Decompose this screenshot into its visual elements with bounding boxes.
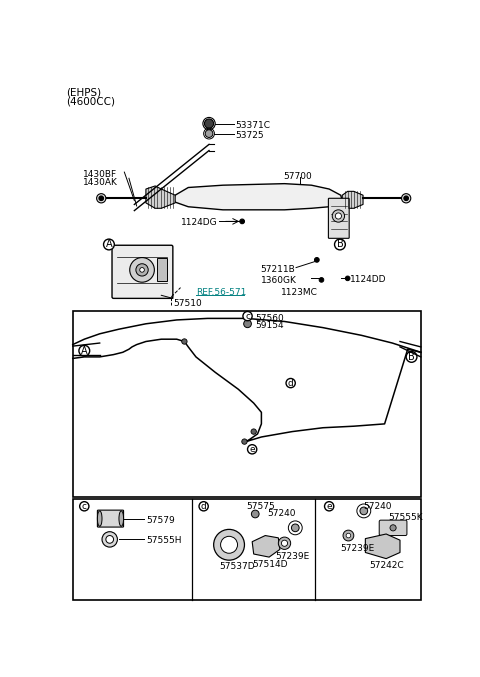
Circle shape bbox=[79, 345, 90, 356]
Circle shape bbox=[106, 536, 114, 543]
Bar bbox=[157, 259, 167, 282]
Text: (EHPS): (EHPS) bbox=[66, 87, 101, 97]
Circle shape bbox=[402, 194, 411, 203]
Text: 57575: 57575 bbox=[246, 502, 275, 510]
Circle shape bbox=[214, 529, 244, 560]
FancyBboxPatch shape bbox=[112, 245, 173, 299]
Text: 53371C: 53371C bbox=[235, 121, 270, 129]
Text: e: e bbox=[326, 502, 332, 510]
Circle shape bbox=[390, 525, 396, 531]
Circle shape bbox=[319, 278, 324, 282]
Circle shape bbox=[136, 264, 148, 276]
Circle shape bbox=[335, 239, 345, 250]
Text: 57510: 57510 bbox=[173, 299, 202, 308]
Circle shape bbox=[324, 502, 334, 511]
Circle shape bbox=[199, 502, 208, 511]
Circle shape bbox=[286, 378, 295, 388]
Text: (4600CC): (4600CC) bbox=[66, 97, 115, 107]
Text: B: B bbox=[408, 352, 415, 362]
FancyBboxPatch shape bbox=[73, 498, 421, 600]
Text: d: d bbox=[201, 502, 206, 510]
Text: A: A bbox=[106, 240, 112, 250]
Circle shape bbox=[332, 210, 345, 222]
Circle shape bbox=[96, 194, 106, 203]
Polygon shape bbox=[342, 192, 363, 209]
Polygon shape bbox=[252, 536, 280, 557]
Text: 53725: 53725 bbox=[235, 131, 264, 139]
Circle shape bbox=[221, 536, 238, 553]
Text: c: c bbox=[82, 502, 87, 510]
Text: 57537D: 57537D bbox=[219, 563, 255, 571]
Text: 57579: 57579 bbox=[146, 515, 175, 525]
Circle shape bbox=[343, 530, 354, 541]
Circle shape bbox=[204, 119, 214, 128]
Circle shape bbox=[404, 196, 408, 200]
Circle shape bbox=[346, 533, 351, 538]
FancyBboxPatch shape bbox=[379, 520, 407, 536]
Text: 57240: 57240 bbox=[363, 502, 392, 510]
Circle shape bbox=[360, 507, 368, 515]
Text: e: e bbox=[249, 445, 255, 454]
Text: 1430BF: 1430BF bbox=[83, 170, 117, 179]
Text: 1360GK: 1360GK bbox=[262, 276, 297, 285]
Text: c: c bbox=[245, 311, 250, 321]
Text: 57239E: 57239E bbox=[340, 544, 374, 553]
Text: 57700: 57700 bbox=[283, 172, 312, 181]
Circle shape bbox=[182, 338, 187, 344]
Text: 57555H: 57555H bbox=[146, 536, 181, 545]
Text: 57242C: 57242C bbox=[369, 561, 404, 570]
Circle shape bbox=[248, 445, 257, 454]
Text: 1430AK: 1430AK bbox=[83, 178, 118, 188]
Circle shape bbox=[205, 130, 213, 137]
FancyBboxPatch shape bbox=[73, 311, 421, 497]
Text: 57560: 57560 bbox=[255, 313, 284, 323]
Text: A: A bbox=[81, 346, 88, 355]
Circle shape bbox=[244, 320, 252, 328]
Circle shape bbox=[252, 510, 259, 518]
Circle shape bbox=[104, 239, 114, 250]
Circle shape bbox=[243, 311, 252, 321]
Circle shape bbox=[336, 213, 341, 219]
Polygon shape bbox=[174, 183, 342, 210]
Text: 57240: 57240 bbox=[267, 509, 296, 519]
Text: 57211B: 57211B bbox=[260, 265, 295, 274]
Text: 59154: 59154 bbox=[255, 322, 284, 330]
Circle shape bbox=[345, 276, 350, 281]
Circle shape bbox=[99, 196, 104, 200]
Circle shape bbox=[314, 257, 319, 262]
Text: 57555K: 57555K bbox=[388, 513, 423, 522]
Circle shape bbox=[291, 524, 299, 531]
Polygon shape bbox=[365, 534, 400, 559]
Polygon shape bbox=[146, 186, 175, 209]
Text: 57239E: 57239E bbox=[275, 552, 310, 561]
Text: 1124DD: 1124DD bbox=[350, 276, 386, 284]
Text: B: B bbox=[336, 240, 343, 250]
Ellipse shape bbox=[97, 511, 102, 526]
Ellipse shape bbox=[119, 511, 123, 526]
Text: 1124DG: 1124DG bbox=[180, 218, 217, 227]
FancyBboxPatch shape bbox=[97, 510, 123, 527]
Circle shape bbox=[278, 537, 291, 550]
Text: 57514D: 57514D bbox=[252, 560, 288, 569]
FancyBboxPatch shape bbox=[328, 198, 349, 238]
Circle shape bbox=[130, 257, 155, 282]
Circle shape bbox=[240, 219, 244, 223]
Text: REF.56-571: REF.56-571 bbox=[196, 288, 246, 297]
Circle shape bbox=[140, 267, 144, 272]
Circle shape bbox=[102, 531, 118, 547]
Text: 1123MC: 1123MC bbox=[281, 288, 318, 297]
Text: d: d bbox=[288, 378, 294, 387]
Circle shape bbox=[406, 351, 417, 362]
Circle shape bbox=[251, 429, 256, 434]
Circle shape bbox=[242, 439, 247, 444]
Circle shape bbox=[80, 502, 89, 511]
Circle shape bbox=[281, 540, 288, 546]
